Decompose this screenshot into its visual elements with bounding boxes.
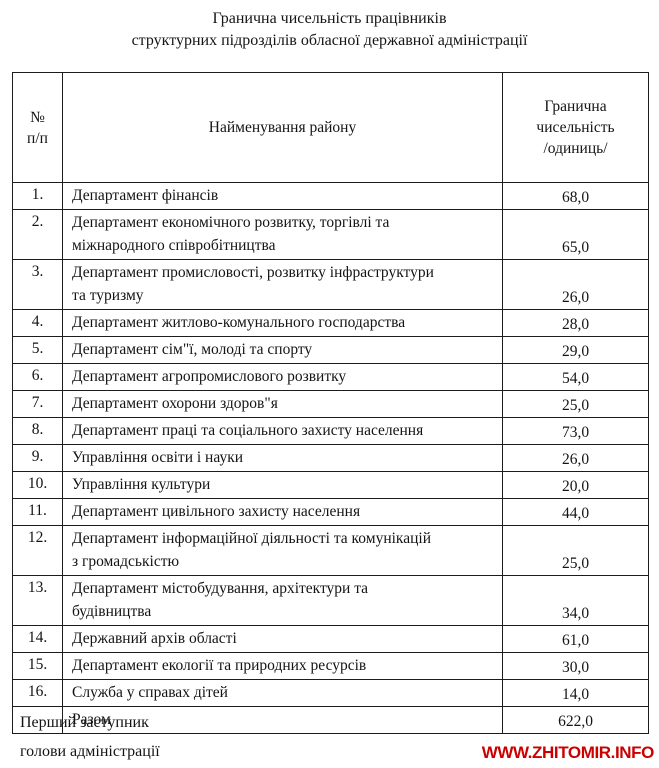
row-number-cell: 15.: [12, 652, 63, 680]
row-name-cell: Департамент праці та соціального захисту…: [62, 417, 503, 445]
total-number-cell: [12, 706, 63, 734]
page-title: Гранична чисельність працівників структу…: [0, 0, 659, 52]
table-row: 16. Служба у справах дітей 14,0: [12, 679, 649, 707]
row-number-cell: 9.: [12, 444, 63, 472]
row-name-cell: Департамент інформаційної діяльності та …: [62, 525, 503, 576]
table-row: 14. Державний архів області 61,0: [12, 625, 649, 653]
table-row: 6. Департамент агропромислового розвитку 5…: [12, 363, 649, 391]
row-name-cell: Департамент економічного розвитку, торгі…: [62, 209, 503, 260]
row-name-cell: Управління культури: [62, 471, 503, 499]
row-value-cell: 26,0: [502, 444, 649, 472]
row-value-cell: 73,0: [502, 417, 649, 445]
table-row: 13. Департамент містобудування, архітекту…: [12, 575, 649, 626]
column-header-number: № п/п: [12, 72, 63, 183]
row-value-cell: 25,0: [502, 390, 649, 418]
table-body: 1. Департамент фінансів 68,0 2. Департамент …: [12, 182, 649, 707]
row-number-cell: 10.: [12, 471, 63, 499]
table-row: 15. Департамент екології та природних рес…: [12, 652, 649, 680]
row-number-cell: 7.: [12, 390, 63, 418]
row-number-cell: 6.: [12, 363, 63, 391]
row-number-cell: 11.: [12, 498, 63, 526]
row-value-cell: 25,0: [502, 525, 649, 576]
table-header-row: № п/п Найменування району Гранична чисел…: [12, 72, 649, 183]
signature-block: Перший заступник голови адміністрації: [20, 708, 160, 766]
table-row: 12. Департамент інформаційної діяльності …: [12, 525, 649, 576]
row-number-cell: 14.: [12, 625, 63, 653]
row-value-cell: 65,0: [502, 209, 649, 260]
table-row: 10. Управління культури 20,0: [12, 471, 649, 499]
row-number-cell: 12.: [12, 525, 63, 576]
row-number-cell: 2.: [12, 209, 63, 260]
row-name-cell: Управління освіти і науки: [62, 444, 503, 472]
row-number-cell: 13.: [12, 575, 63, 626]
staff-limits-table: № п/п Найменування району Гранична чисел…: [12, 72, 649, 734]
row-name-cell: Департамент агропромислового розвитку: [62, 363, 503, 391]
row-value-cell: 30,0: [502, 652, 649, 680]
table-row: 11. Департамент цивільного захисту населе…: [12, 498, 649, 526]
row-value-cell: 34,0: [502, 575, 649, 626]
column-header-limit: Гранична чисельність /одиниць/: [502, 72, 649, 183]
row-name-cell: Департамент сім"ї, молоді та спорту: [62, 336, 503, 364]
row-name-cell: Державний архів області: [62, 625, 503, 653]
row-name-cell: Департамент екології та природних ресурс…: [62, 652, 503, 680]
row-number-cell: 8.: [12, 417, 63, 445]
table-row: 2. Департамент економічного розвитку, тор…: [12, 209, 649, 260]
table-row: 8. Департамент праці та соціального захис…: [12, 417, 649, 445]
page-title-line2: структурних підрозділів обласної державн…: [131, 32, 528, 49]
signature-line2: голови адміністрації: [20, 743, 160, 760]
row-name-cell: Департамент цивільного захисту населення: [62, 498, 503, 526]
row-name-cell: Департамент житлово-комунального господа…: [62, 309, 503, 337]
site-watermark: WWW.ZHITOMIR.INFO: [481, 743, 655, 762]
row-number-cell: 3.: [12, 259, 63, 310]
column-header-name: Найменування району: [62, 72, 503, 183]
table-row: 5. Департамент сім"ї, молоді та спорту 29,…: [12, 336, 649, 364]
table-row: 1. Департамент фінансів 68,0: [12, 182, 649, 210]
row-value-cell: 29,0: [502, 336, 649, 364]
row-value-cell: 61,0: [502, 625, 649, 653]
row-name-cell: Департамент охорони здоров"я: [62, 390, 503, 418]
row-value-cell: 14,0: [502, 679, 649, 707]
table-row: 7. Департамент охорони здоров"я 25,0: [12, 390, 649, 418]
row-value-cell: 68,0: [502, 182, 649, 210]
row-value-cell: 28,0: [502, 309, 649, 337]
total-row: Разом 622,0: [12, 706, 649, 734]
table-row: 9. Управління освіти і науки 26,0: [12, 444, 649, 472]
total-label-cell: Разом: [62, 706, 503, 734]
row-name-cell: Департамент містобудування, архітектури …: [62, 575, 503, 626]
row-name-cell: Служба у справах дітей: [62, 679, 503, 707]
row-name-cell: Департамент промисловості, розвитку інфр…: [62, 259, 503, 310]
page-title-line1: Гранична чисельність працівників: [212, 10, 447, 27]
row-value-cell: 54,0: [502, 363, 649, 391]
row-number-cell: 5.: [12, 336, 63, 364]
row-value-cell: 20,0: [502, 471, 649, 499]
row-name-cell: Департамент фінансів: [62, 182, 503, 210]
table-row: 4. Департамент житлово-комунального госпо…: [12, 309, 649, 337]
signature-line1: Перший заступник: [20, 714, 149, 731]
row-number-cell: 1.: [12, 182, 63, 210]
row-number-cell: 16.: [12, 679, 63, 707]
row-value-cell: 44,0: [502, 498, 649, 526]
row-number-cell: 4.: [12, 309, 63, 337]
table-row: 3. Департамент промисловості, розвитку ін…: [12, 259, 649, 310]
total-value-cell: 622,0: [502, 706, 649, 734]
row-value-cell: 26,0: [502, 259, 649, 310]
